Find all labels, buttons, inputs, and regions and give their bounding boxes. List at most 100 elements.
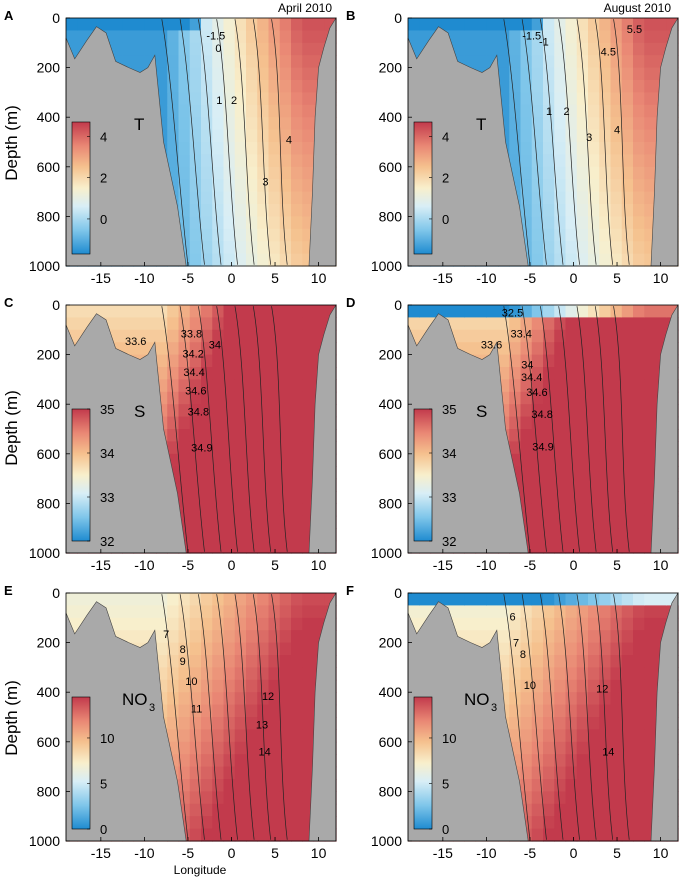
field-cell [543,204,555,217]
x-tick-label: -10 [134,270,154,286]
field-cell [554,42,567,56]
field-cell [633,754,645,768]
field-cell [201,655,213,668]
field-cell [234,816,247,830]
field-cell [599,642,612,656]
field-cell [268,515,281,529]
axes-frame [407,592,679,842]
field-cell [644,478,657,492]
field-cell [509,692,522,706]
field-cell [576,803,589,817]
field-cell [543,453,555,467]
field-cell [291,667,303,681]
field-cell [291,391,303,405]
x-tick-label: -5 [182,845,195,861]
field-cell [223,228,236,242]
contour-line [198,306,222,552]
field-cell [302,166,315,180]
contour-label: 8 [520,649,526,661]
field-cell [520,67,533,81]
field-cell [644,354,657,368]
y-tick-label: 0 [52,585,60,601]
contour-label: 14 [258,747,270,759]
field-cell [201,216,213,230]
field-cell [554,466,567,480]
field-cell [111,605,123,619]
field-cell [531,142,544,155]
field-cell [302,816,315,830]
colorbar-tick-label: 32 [442,534,456,549]
field-cell [268,766,281,780]
field-cell [498,655,510,668]
field-cell [291,503,303,517]
field-cell [509,55,522,69]
field-cell [621,729,634,743]
field-cell [520,478,533,492]
field-cell [246,416,258,430]
field-cell [576,655,589,668]
field-cell [543,655,555,668]
field-cell [111,317,123,331]
field-cell [621,42,634,56]
field-cell [268,791,281,805]
field-cell [543,142,555,155]
field-cell [167,379,180,393]
field-cell [212,766,225,780]
field-cell [531,18,544,31]
field-cell [178,154,191,168]
field-cell [565,754,578,768]
field-cell [520,605,533,619]
field-cell [279,466,292,480]
field-cell [599,67,612,81]
field-cell [644,142,657,155]
field-cell [279,605,292,619]
field-cell [565,142,578,155]
field-cell [144,329,157,343]
field-cell [279,204,292,217]
field-cell [212,317,225,331]
field-cell [621,55,634,69]
field-cell [588,478,600,492]
field-cell [644,228,657,242]
field-cell [178,92,191,106]
field-cell [453,42,465,56]
field-cell [531,803,544,817]
y-tick-label: 0 [52,10,60,26]
field-cell [576,354,589,368]
field-cell [144,630,157,644]
field-cell [621,717,634,730]
field-cell [610,367,623,380]
field-cell [610,478,623,492]
field-cell [189,779,202,792]
field-cell [565,741,578,755]
field-cell [201,55,213,69]
field-cell [189,179,202,193]
field-cell [531,104,544,118]
field-cell [189,191,202,205]
field-cell [234,729,247,743]
field-cell [268,253,281,267]
field-cell [633,642,645,656]
field-cell [520,642,533,656]
field-cell [408,42,420,56]
field-cell [621,80,634,93]
field-cell [268,828,281,842]
field-cell [610,655,623,668]
field-cell [621,92,634,106]
field-cell [234,466,247,480]
field-cell [644,166,657,180]
field-cell [279,305,292,318]
field-cell [621,692,634,706]
field-cell [257,404,270,418]
field-cell [531,391,544,405]
field-cell [167,617,180,631]
field-cell [610,92,623,106]
field-cell [588,379,600,393]
field-cell [475,617,488,631]
contour-line [613,594,630,840]
contour-line [558,306,580,552]
contour-line [252,306,272,552]
field-cell [419,605,432,619]
field-cell [498,67,510,81]
field-cell [464,630,477,644]
